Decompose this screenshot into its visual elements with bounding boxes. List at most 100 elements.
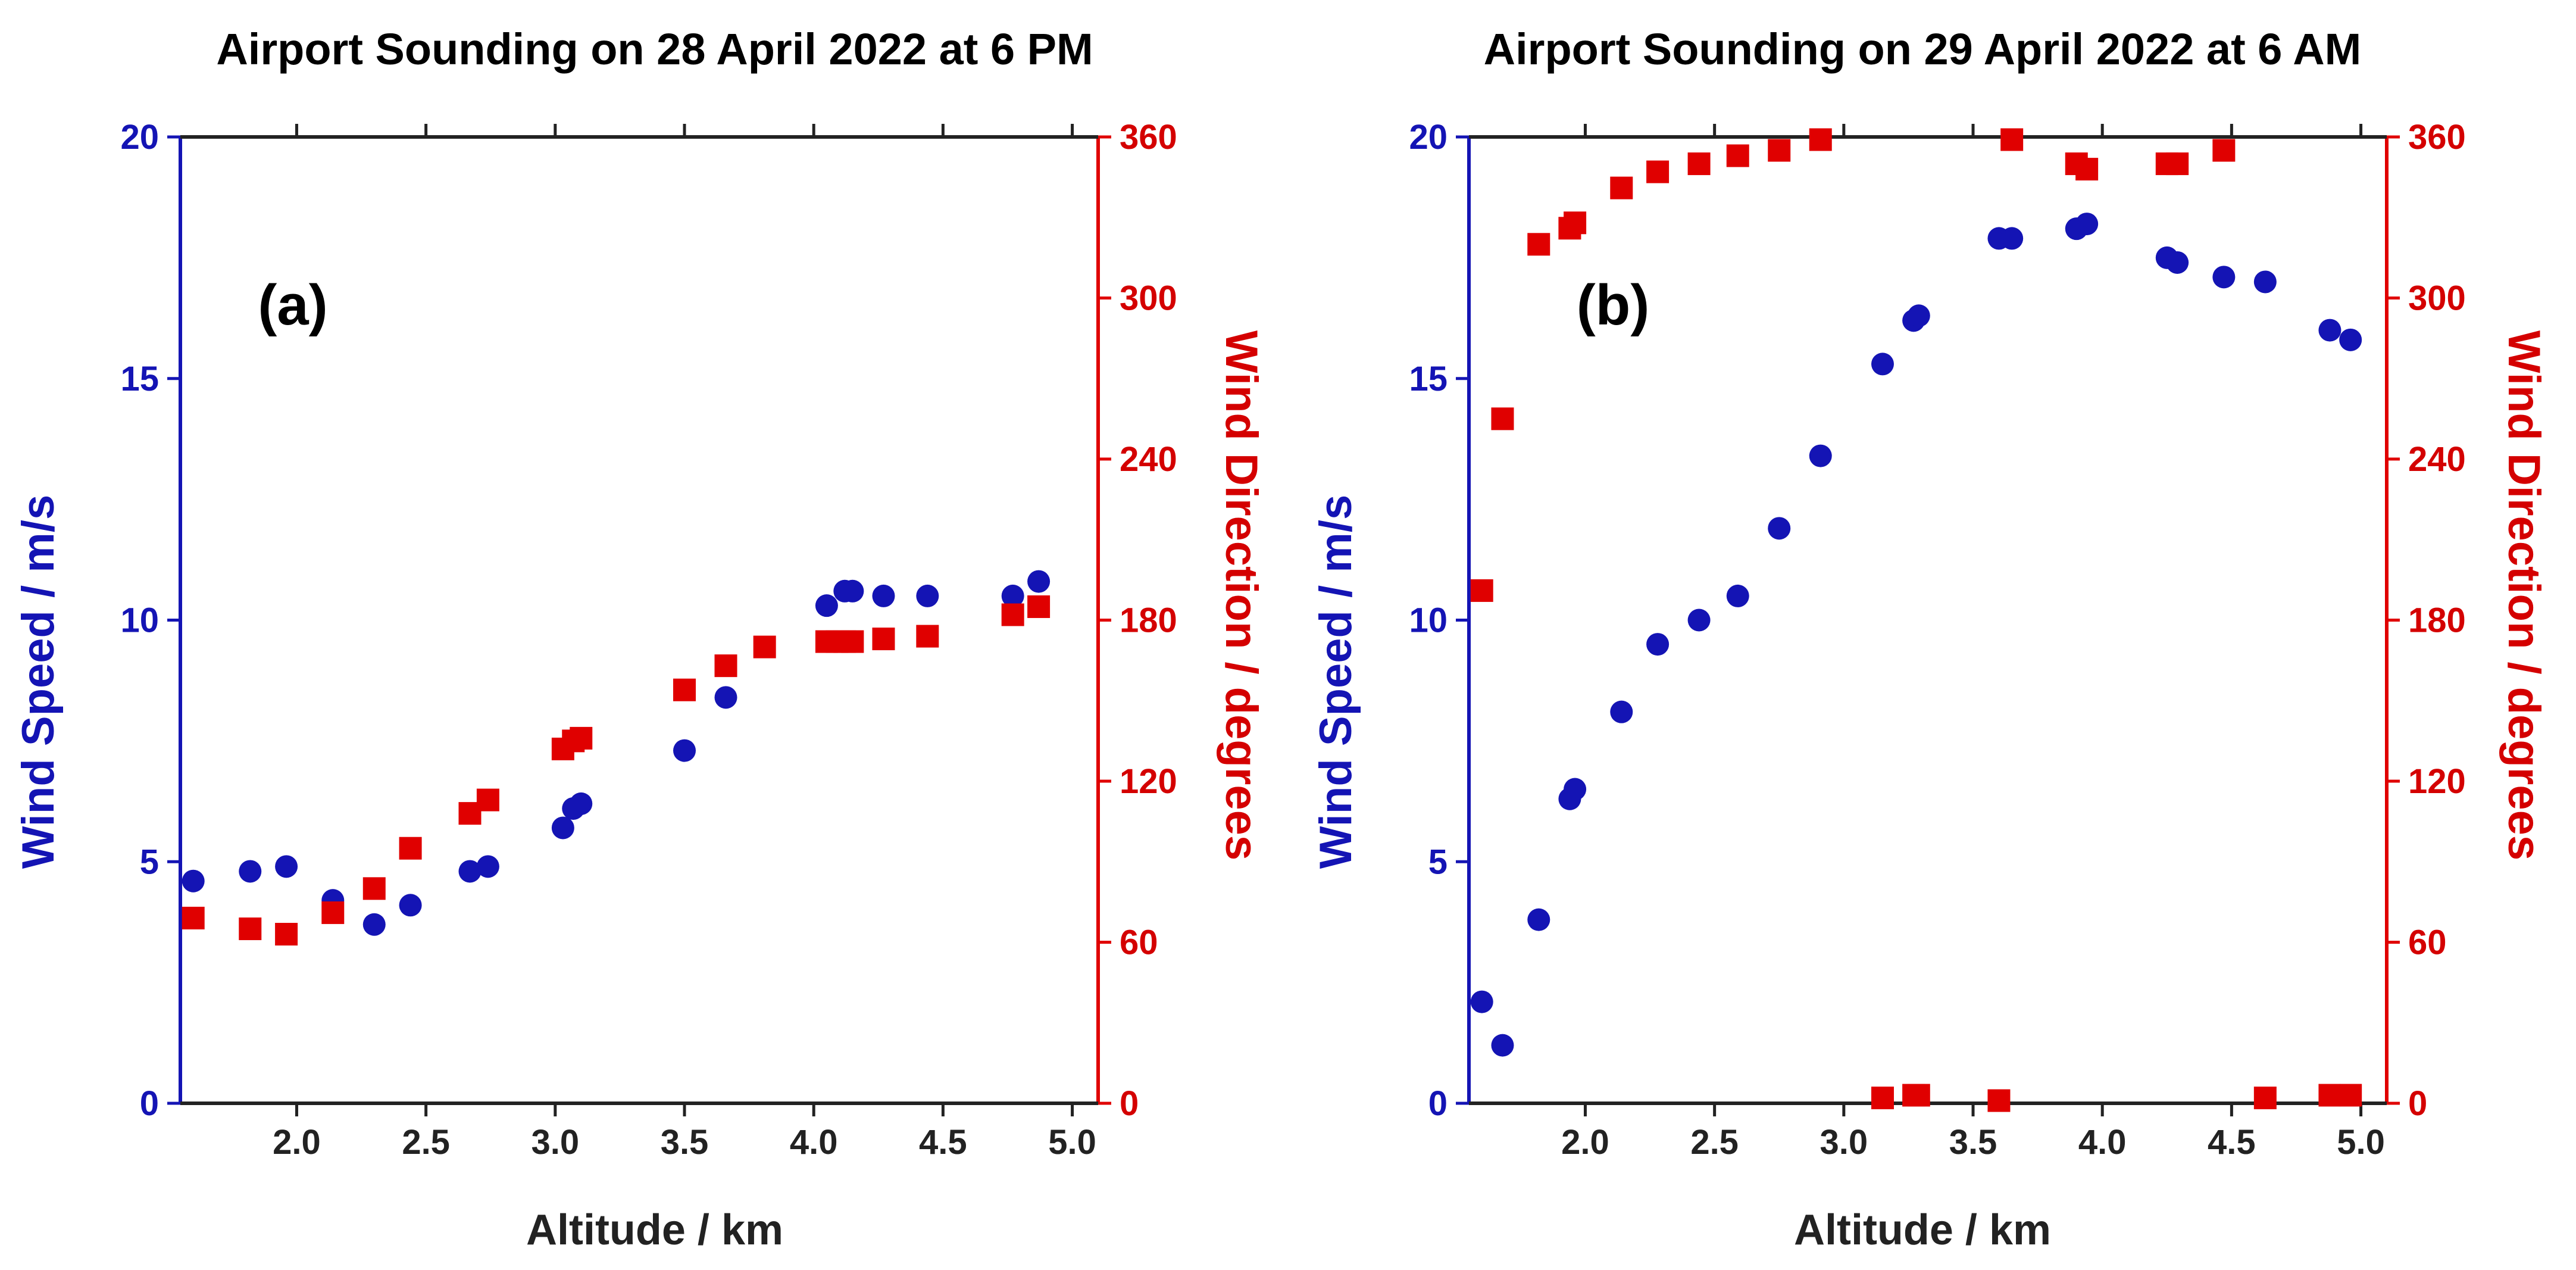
right-axis-title: Wind Direction / degrees [2499,330,2549,860]
wind-direction-point [1907,1084,1930,1107]
tick-marks [1456,124,2400,1116]
wind-direction-point [1768,139,1791,162]
wind-speed-point [815,594,838,617]
y2-tick-label: 0 [1120,1084,1139,1123]
wind-speed-point [673,739,696,762]
wind-speed-point [2000,227,2024,250]
wind-speed-point [551,816,574,840]
wind-direction-point [570,726,593,750]
wind-speed-point [2318,319,2341,342]
wind-speed-point [1907,304,1930,327]
y-tick-label: 15 [120,360,159,398]
wind-direction-point [2075,158,2099,181]
x-tick-label: 5.0 [1048,1123,1096,1162]
wind-speed-point [714,686,737,709]
wind-speed-point [2212,266,2236,289]
wind-direction-point [182,906,205,929]
left-axis-title: Wind Speed / m/s [1311,495,1361,869]
wind-speed-point [1027,570,1051,593]
wind-speed-point [872,584,895,607]
wind-speed-point [1687,609,1711,632]
wind-direction-point [753,635,776,659]
y-tick-label: 20 [120,118,159,157]
x-tick-label: 3.5 [661,1123,709,1162]
panel-b: Airport Sounding on 29 April 2022 at 6 A… [1311,24,2549,1254]
wind-speed-point [1768,517,1791,540]
y-tick-label: 5 [1428,842,1448,881]
y2-tick-label: 60 [2408,923,2447,962]
x-tick-label: 5.0 [2337,1123,2385,1162]
wind-direction-point [1871,1086,1894,1109]
x-tick-label: 4.5 [919,1123,967,1162]
wind-direction-point [1027,595,1051,618]
wind-speed-point [1491,1034,1514,1057]
wind-direction-point [714,654,737,678]
wind-speed-point [362,913,386,936]
wind-direction-point [1001,603,1024,626]
wind-direction-point [2000,128,2024,151]
wind-speed-point [1809,444,1832,467]
wind-speed-point [275,855,298,878]
x-tick-label: 4.5 [2208,1123,2256,1162]
wind-direction-point [275,922,298,946]
wind-direction-point [2212,139,2236,162]
wind-direction-point [1646,160,1670,183]
panel-a: Airport Sounding on 28 April 2022 at 6 P… [13,24,1267,1254]
y2-tick-label: 360 [2408,118,2466,157]
y-tick-label: 0 [140,1084,159,1123]
wind-direction-point [2339,1084,2362,1107]
panel-label: (a) [258,273,327,337]
wind-speed-point [570,792,593,815]
y-tick-label: 15 [1409,360,1448,398]
wind-direction-point [2318,1084,2341,1107]
y2-tick-label: 300 [2408,279,2466,318]
wind-speed-point [916,584,939,607]
wind-direction-point [362,877,386,900]
y2-tick-label: 240 [1120,440,1177,479]
wind-direction-point [1726,144,1749,167]
y2-tick-label: 120 [1120,762,1177,801]
wind-speed-point [2166,251,2189,274]
wind-speed-point [458,860,482,883]
wind-direction-point [399,837,422,860]
y-tick-label: 10 [120,601,159,640]
wind-speed-point [1470,990,1493,1013]
x-tick-label: 2.5 [402,1123,450,1162]
y-tick-label: 10 [1409,601,1448,640]
wind-direction-point [1470,579,1493,602]
y2-tick-label: 360 [1120,118,1177,157]
wind-direction-point [1809,128,1832,151]
wind-speed-point [1610,700,1633,723]
y-tick-label: 5 [140,842,159,881]
x-tick-label: 4.0 [2078,1123,2127,1162]
wind-direction-point [673,678,696,701]
wind-direction-point [872,628,895,651]
wind-speed-point [2339,328,2362,351]
tick-marks [167,124,1111,1116]
x-tick-label: 4.0 [790,1123,838,1162]
wind-speed-point [399,894,422,917]
y2-tick-label: 300 [1120,279,1177,318]
wind-speed-point [2253,270,2277,294]
wind-speed-point [1527,908,1550,931]
wind-speed-point [1001,584,1024,607]
panel-label: (b) [1577,273,1650,337]
tick-labels: 2.0 2.5 3.0 3.5 4.0 4.5 5.0 0 5 10 15 20 0 60 120 180 24… [120,118,1177,1162]
wind-direction-point [2166,152,2189,176]
wind-speed-point [2075,213,2099,236]
wind-speed-point [476,855,499,878]
y2-tick-label: 180 [2408,601,2466,640]
wind-speed-point [239,860,262,883]
chart-title: Airport Sounding on 29 April 2022 at 6 A… [1484,24,2362,74]
y-tick-label: 20 [1409,118,1448,157]
wind-speed-point [1646,633,1670,656]
wind-speed-point [1726,584,1749,607]
right-axis-title: Wind Direction / degrees [1216,330,1267,860]
y2-tick-label: 120 [2408,762,2466,801]
wind-direction-point [1491,407,1514,430]
wind-speed-point [841,579,864,603]
wind-direction-point [1610,176,1633,199]
wind-speed-point [1564,778,1587,801]
x-tick-label: 3.5 [1949,1123,1997,1162]
